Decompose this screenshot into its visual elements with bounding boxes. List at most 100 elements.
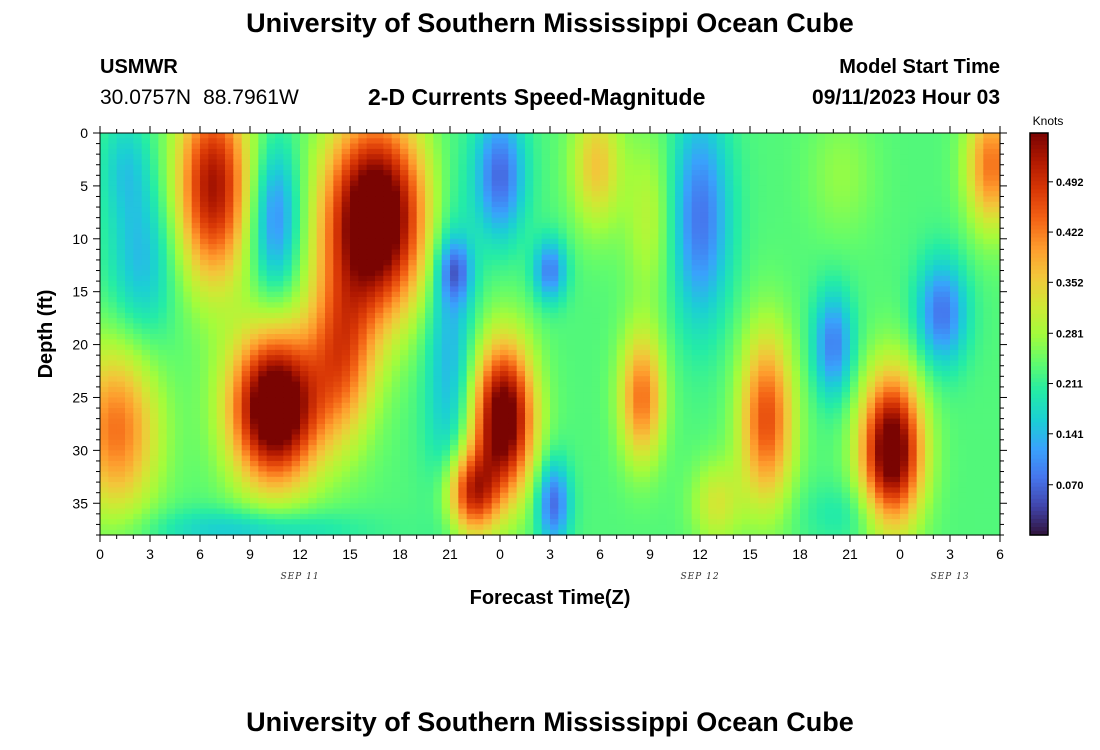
heatmap-cell (150, 164, 159, 171)
heatmap-cell (616, 138, 626, 145)
heatmap-cell (608, 259, 618, 266)
heatmap-cell (325, 222, 334, 229)
heatmap-cell (850, 249, 859, 256)
heatmap-cell (808, 222, 818, 229)
heatmap-cell (741, 296, 751, 303)
heatmap-cell (825, 286, 834, 293)
heatmap-cell (700, 371, 709, 377)
heatmap-cell (866, 233, 876, 240)
heatmap-cell (116, 275, 126, 282)
heatmap-cell (108, 259, 118, 266)
heatmap-cell (250, 196, 259, 203)
heatmap-cell (141, 334, 151, 340)
heatmap-cell (275, 365, 284, 372)
heatmap-cell (925, 270, 934, 277)
heatmap-cell (608, 133, 618, 139)
heatmap-cell (416, 365, 426, 372)
heatmap-cell (516, 328, 526, 335)
heatmap-cell (616, 196, 626, 203)
heatmap-cell (983, 291, 993, 298)
heatmap-cell (883, 312, 893, 319)
heatmap-cell (125, 344, 134, 351)
heatmap-cell (600, 159, 609, 166)
heatmap-cell (958, 154, 968, 161)
heatmap-cell (658, 238, 668, 245)
heatmap-cell (625, 212, 634, 219)
heatmap-cell (375, 228, 384, 235)
heatmap-cell (300, 365, 309, 372)
heatmap-cell (725, 180, 734, 187)
heatmap-cell (291, 222, 301, 229)
heatmap-cell (475, 275, 484, 282)
heatmap-cell (800, 275, 809, 282)
heatmap-cell (791, 154, 801, 161)
heatmap-cell (508, 180, 518, 187)
heatmap-cell (775, 233, 784, 240)
heatmap-cell (525, 365, 534, 372)
heatmap-cell (700, 244, 709, 250)
heatmap-cell (741, 312, 751, 319)
heatmap-cell (733, 371, 743, 377)
heatmap-cell (591, 196, 601, 203)
heatmap-cell (675, 170, 684, 176)
heatmap-cell (966, 312, 976, 319)
heatmap-cell (283, 355, 293, 362)
heatmap-cell (425, 339, 434, 346)
heatmap-cell (733, 148, 743, 155)
heatmap-cell (350, 265, 359, 272)
heatmap-cell (925, 318, 934, 325)
heatmap-cell (758, 265, 768, 272)
heatmap-cell (675, 334, 684, 340)
heatmap-cell (775, 164, 784, 171)
heatmap-cell (441, 175, 451, 182)
heatmap-cell (333, 302, 343, 309)
heatmap-cell (316, 191, 326, 198)
heatmap-cell (550, 296, 559, 303)
heatmap-cell (708, 143, 718, 150)
heatmap-cell (341, 328, 351, 335)
heatmap-cell (750, 323, 759, 330)
heatmap-cell (166, 339, 176, 346)
heatmap-cell (741, 217, 751, 224)
heatmap-cell (333, 270, 343, 277)
heatmap-cell (583, 265, 593, 272)
heatmap-cell (583, 148, 593, 155)
heatmap-cell (258, 180, 268, 187)
heatmap-cell (841, 217, 851, 224)
heatmap-cell (633, 355, 643, 362)
heatmap-cell (450, 143, 459, 150)
heatmap-cell (900, 318, 909, 325)
heatmap-cell (533, 323, 543, 330)
heatmap-cell (675, 175, 684, 182)
heatmap-cell (783, 228, 793, 235)
heatmap-cell (125, 249, 134, 256)
heatmap-cell (383, 207, 393, 213)
heatmap-cell (683, 133, 693, 139)
heatmap-cell (283, 185, 293, 192)
heatmap-cell (966, 254, 976, 261)
heatmap-cell (833, 270, 843, 277)
heatmap-cell (991, 296, 1001, 303)
heatmap-cell (366, 175, 376, 182)
heatmap-cell (158, 286, 168, 293)
heatmap-cell (775, 265, 784, 272)
heatmap-cell (516, 154, 526, 161)
heatmap-cell (300, 344, 309, 351)
heatmap-cell (250, 207, 259, 213)
heatmap-cell (808, 164, 818, 171)
heatmap-cell (225, 296, 234, 303)
heatmap-cell (125, 196, 134, 203)
heatmap-cell (433, 365, 443, 372)
heatmap-cell (916, 286, 926, 293)
heatmap-cell (266, 180, 276, 187)
heatmap-cell (600, 323, 609, 330)
heatmap-cell (625, 138, 634, 145)
heatmap-cell (375, 154, 384, 161)
heatmap-cell (291, 349, 301, 356)
heatmap-cell (641, 302, 651, 309)
heatmap-cell (908, 143, 918, 150)
heatmap-cell (908, 323, 918, 330)
heatmap-cell (200, 355, 209, 362)
heatmap-cell (308, 138, 318, 145)
heatmap-cell (833, 249, 843, 256)
